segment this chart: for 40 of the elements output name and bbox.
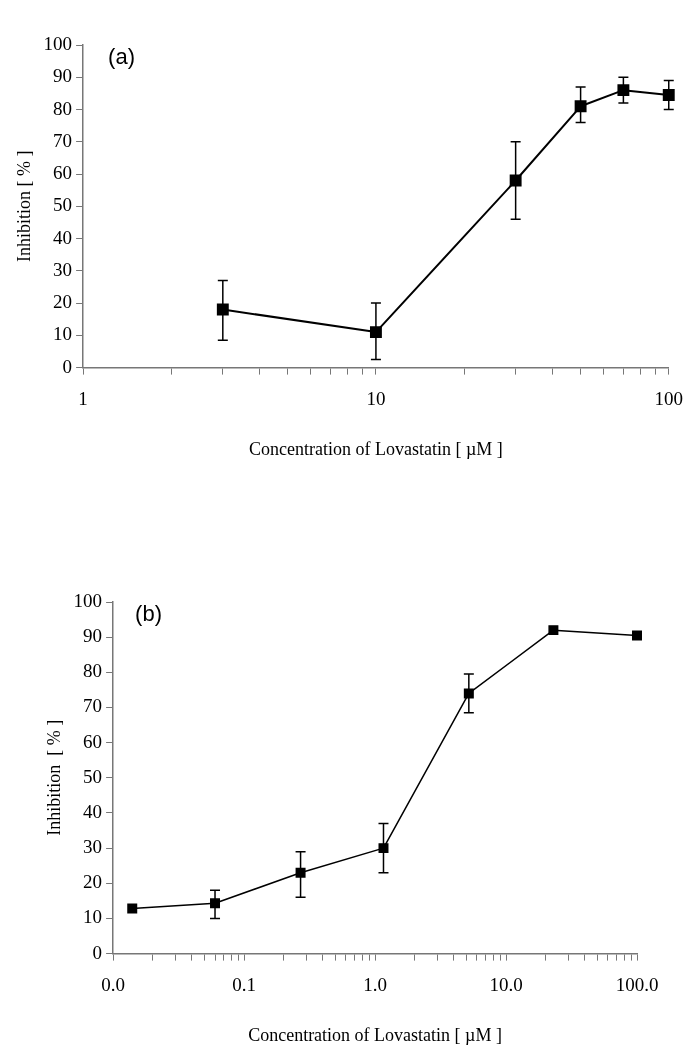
y-tick-label: 20 [53, 291, 73, 313]
y-tick-label: 0 [92, 941, 103, 963]
annotation: (a) [108, 44, 135, 70]
y-tick-label: 60 [53, 162, 73, 184]
point [295, 867, 306, 878]
x-tick-label: 10.0 [489, 973, 523, 995]
x-tick-label: 0.1 [232, 973, 256, 995]
y-tick-label: 30 [53, 258, 73, 280]
y-axis-title: Inhibition [ % ] [43, 719, 64, 836]
y-tick-label: 80 [53, 97, 73, 119]
y-tick-label: 40 [53, 226, 73, 248]
point [632, 630, 642, 641]
y-tick-label: 40 [83, 800, 103, 822]
y-tick-label: 70 [53, 129, 73, 151]
y-tick-label: 80 [83, 660, 103, 682]
y-axis-title: Inhibition [ % ] [13, 150, 34, 263]
x-tick-label: 100.0 [615, 973, 659, 995]
y-tick-label: 100 [73, 589, 103, 611]
x-tick-label: 1 [78, 387, 88, 409]
y-tick-label: 10 [53, 323, 73, 345]
y-tick-label: 90 [83, 625, 103, 647]
y-tick-label: 90 [53, 65, 73, 87]
x-tick-label: 10 [366, 387, 386, 409]
point [127, 903, 138, 914]
y-tick-label: 50 [53, 194, 73, 216]
point [548, 625, 559, 636]
x-tick-label: 1.0 [363, 973, 387, 995]
x-axis-title: Concentration of Lovastatin [ µM ] [248, 1024, 502, 1045]
x-axis-title: Concentration of Lovastatin [ µM ] [249, 438, 503, 459]
y-tick-label: 30 [83, 836, 103, 858]
y-tick-label: 20 [83, 871, 103, 893]
y-tick-label: 60 [83, 730, 103, 752]
x-tick-label: 0.0 [101, 973, 125, 995]
y-tick-label: 50 [83, 765, 103, 787]
annotation: (b) [135, 601, 162, 627]
y-tick-label: 70 [83, 695, 103, 717]
y-tick-label: 100 [43, 32, 73, 54]
x-tick-label: 100 [654, 387, 683, 409]
y-tick-label: 0 [62, 355, 73, 377]
y-tick-label: 10 [83, 906, 103, 928]
